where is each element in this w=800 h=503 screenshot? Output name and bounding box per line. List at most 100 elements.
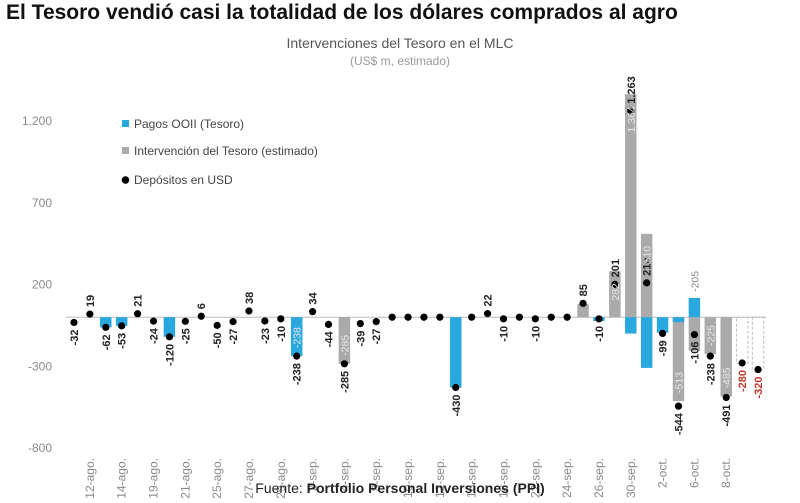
deposit-dot bbox=[723, 394, 730, 401]
y-tick-label: 1.200 bbox=[22, 114, 52, 128]
deposit-label: 38 bbox=[244, 292, 256, 304]
bar-estimate-outline bbox=[736, 317, 747, 363]
legend-swatch bbox=[122, 120, 129, 127]
deposit-dot bbox=[277, 315, 284, 322]
deposit-label: 201 bbox=[610, 259, 622, 277]
deposit-dot bbox=[420, 314, 427, 321]
deposit-label: -27 bbox=[228, 329, 240, 345]
bar-pagos-ooii bbox=[625, 317, 636, 333]
deposit-dot bbox=[261, 317, 268, 324]
deposit-label: -106 bbox=[689, 342, 701, 364]
deposit-dot bbox=[118, 322, 125, 329]
deposit-dot bbox=[182, 318, 189, 325]
deposit-label: -99 bbox=[658, 340, 670, 356]
deposit-dot bbox=[452, 384, 459, 391]
deposit-label: 21 bbox=[133, 295, 145, 307]
bar-pagos-ooii bbox=[641, 317, 652, 368]
deposit-dot bbox=[564, 314, 571, 321]
deposit-label: -280 bbox=[737, 370, 749, 392]
deposit-dot bbox=[675, 403, 682, 410]
deposit-dot bbox=[468, 314, 475, 321]
deposit-dot bbox=[229, 318, 236, 325]
deposit-label: -10 bbox=[594, 326, 606, 342]
deposit-label: -10 bbox=[499, 326, 511, 342]
deposit-label: -25 bbox=[180, 328, 192, 344]
deposit-label: -544 bbox=[674, 412, 686, 435]
deposit-label: 1.263 bbox=[626, 76, 638, 104]
deposit-dot bbox=[579, 300, 586, 307]
deposit-dot bbox=[691, 331, 698, 338]
deposit-label: -39 bbox=[355, 331, 367, 347]
deposit-dot bbox=[245, 307, 252, 314]
deposit-dot bbox=[309, 308, 316, 315]
deposit-dot bbox=[404, 314, 411, 321]
deposit-dot bbox=[500, 315, 507, 322]
deposit-label: -238 bbox=[705, 363, 717, 385]
deposit-label: -430 bbox=[451, 395, 463, 417]
deposit-label: -320 bbox=[753, 377, 765, 399]
deposit-dot bbox=[436, 314, 443, 321]
deposit-label: -62 bbox=[101, 334, 113, 350]
deposit-dot bbox=[643, 279, 650, 286]
deposit-dot bbox=[659, 330, 666, 337]
deposit-dot bbox=[389, 314, 396, 321]
intervencion-label: -285 bbox=[339, 335, 351, 356]
y-tick-label: -300 bbox=[28, 359, 52, 373]
y-tick-label: 200 bbox=[32, 278, 52, 292]
bar-pagos-ooii bbox=[450, 317, 461, 387]
legend-label: Depósitos en USD bbox=[134, 173, 233, 187]
y-tick-label: 700 bbox=[32, 196, 52, 210]
deposit-label: 22 bbox=[483, 294, 495, 306]
intervencion-label: -485 bbox=[721, 367, 733, 388]
deposit-dot bbox=[341, 360, 348, 367]
intervencion-label: -205 bbox=[689, 271, 701, 292]
deposit-dot bbox=[293, 353, 300, 360]
deposit-dot bbox=[86, 311, 93, 318]
intervencion-label: -513 bbox=[674, 372, 686, 393]
deposit-label: -238 bbox=[292, 363, 304, 385]
deposit-dot bbox=[373, 318, 380, 325]
bar-pagos-ooii bbox=[673, 317, 684, 322]
deposit-label: -44 bbox=[324, 331, 336, 348]
deposit-label: -24 bbox=[149, 327, 161, 344]
deposit-label: 34 bbox=[308, 292, 320, 305]
deposit-dot bbox=[198, 313, 205, 320]
deposit-dot bbox=[754, 366, 761, 373]
chart: 1.200700200-300-800-3219-62 -5321-24-120-… bbox=[0, 0, 800, 503]
deposit-dot bbox=[214, 322, 221, 329]
deposit-label: -10 bbox=[530, 326, 542, 342]
legend-label: Intervención del Tesoro (estimado) bbox=[134, 144, 318, 158]
deposit-dot bbox=[70, 319, 77, 326]
deposit-dot bbox=[484, 310, 491, 317]
deposit-label: -50 bbox=[212, 332, 224, 348]
deposit-label: -27 bbox=[371, 329, 383, 345]
deposit-dot bbox=[134, 310, 141, 317]
deposit-dot bbox=[516, 314, 523, 321]
deposit-dot bbox=[102, 324, 109, 331]
deposit-label: -491 bbox=[721, 404, 733, 426]
source-note: Fuente: Portfolio Personal Inversiones (… bbox=[0, 480, 800, 496]
legend-label: Pagos OOII (Tesoro) bbox=[134, 117, 244, 131]
deposit-dot bbox=[532, 315, 539, 322]
deposit-dot bbox=[707, 353, 714, 360]
deposit-label: 6 bbox=[196, 303, 208, 309]
deposit-dot bbox=[166, 333, 173, 340]
deposit-label: -285 bbox=[339, 371, 351, 393]
deposit-dot bbox=[325, 321, 332, 328]
deposit-label: -23 bbox=[260, 328, 272, 344]
intervencion-label: -225 bbox=[705, 325, 717, 346]
deposit-dot bbox=[357, 320, 364, 327]
deposit-label: -53 bbox=[117, 333, 129, 349]
deposit-dot bbox=[548, 314, 555, 321]
deposit-dot bbox=[595, 315, 602, 322]
deposit-label: 85 bbox=[578, 284, 590, 296]
bar-pagos-ooii bbox=[689, 298, 700, 317]
source-prefix: Fuente: bbox=[255, 480, 306, 496]
legend-swatch bbox=[122, 147, 129, 154]
deposit-dot bbox=[739, 359, 746, 366]
intervencion-label: 510 bbox=[642, 246, 654, 264]
deposit-label: -10 bbox=[276, 326, 288, 342]
intervencion-label: -238 bbox=[292, 327, 304, 348]
intervencion-label: 282 bbox=[610, 283, 622, 301]
intervencion-label: 1.364 bbox=[626, 106, 638, 132]
